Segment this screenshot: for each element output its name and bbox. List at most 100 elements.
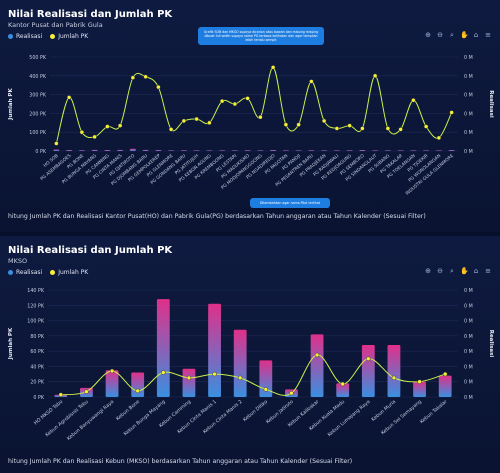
bar-realisasi[interactable] [346, 150, 353, 151]
point-jumlah-pk[interactable] [109, 368, 115, 374]
bar-realisasi[interactable] [182, 368, 196, 397]
legend-item-jumlah-pk[interactable]: Jumlah PK [50, 269, 88, 276]
bar-realisasi[interactable] [156, 299, 170, 397]
point-jumlah-pk[interactable] [283, 122, 289, 127]
point-jumlah-pk[interactable] [186, 375, 192, 381]
bar-realisasi[interactable] [257, 150, 264, 151]
point-jumlah-pk[interactable] [398, 127, 403, 132]
point-jumlah-pk[interactable] [391, 375, 397, 381]
point-jumlah-pk[interactable] [219, 98, 225, 104]
point-jumlah-pk[interactable] [296, 122, 301, 127]
bar-realisasi[interactable] [105, 370, 119, 397]
bar-realisasi[interactable] [53, 149, 60, 151]
bar-realisasi[interactable] [117, 149, 124, 151]
point-jumlah-pk[interactable] [135, 388, 140, 394]
point-jumlah-pk[interactable] [92, 134, 97, 140]
bar-realisasi[interactable] [310, 334, 324, 397]
bar-realisasi[interactable] [413, 381, 426, 397]
legend-item-realisasi[interactable]: Realisasi [8, 269, 42, 276]
point-jumlah-pk[interactable] [212, 371, 217, 377]
legend-item-realisasi[interactable]: Realisasi [8, 33, 42, 40]
bar-realisasi[interactable] [387, 345, 401, 397]
bar-realisasi[interactable] [270, 150, 277, 151]
point-jumlah-pk[interactable] [442, 371, 448, 377]
bar-realisasi[interactable] [397, 150, 404, 151]
pan-icon[interactable]: ✋ [460, 267, 469, 275]
bar-realisasi[interactable] [180, 150, 187, 151]
bar-realisasi[interactable] [410, 150, 417, 151]
bar-realisasi[interactable] [336, 383, 350, 397]
point-jumlah-pk[interactable] [347, 123, 352, 128]
point-jumlah-pk[interactable] [340, 381, 345, 387]
bar-realisasi[interactable] [206, 150, 213, 151]
point-jumlah-pk[interactable] [366, 356, 371, 361]
bar-realisasi[interactable] [78, 150, 85, 151]
bar-realisasi[interactable] [372, 150, 379, 151]
point-jumlah-pk[interactable] [54, 141, 59, 146]
bar-realisasi[interactable] [435, 150, 442, 151]
point-jumlah-pk[interactable] [161, 370, 166, 375]
point-jumlah-pk[interactable] [232, 101, 238, 107]
point-jumlah-pk[interactable] [58, 392, 64, 397]
point-jumlah-pk[interactable] [117, 123, 123, 128]
point-jumlah-pk[interactable] [309, 79, 314, 84]
bar-realisasi[interactable] [208, 303, 221, 397]
point-jumlah-pk[interactable] [105, 124, 110, 129]
point-jumlah-pk[interactable] [314, 352, 320, 358]
bar-realisasi[interactable] [359, 150, 366, 151]
point-jumlah-pk[interactable] [84, 389, 89, 394]
search-icon[interactable]: ⌕ [450, 267, 454, 275]
point-jumlah-pk[interactable] [417, 379, 422, 384]
zoom-in-icon[interactable]: ⊕ [425, 31, 431, 39]
point-jumlah-pk[interactable] [194, 116, 199, 122]
bar-realisasi[interactable] [423, 150, 430, 151]
point-jumlah-pk[interactable] [263, 387, 269, 392]
point-jumlah-pk[interactable] [385, 126, 391, 131]
bar-realisasi[interactable] [219, 150, 226, 151]
bar-realisasi[interactable] [66, 150, 73, 151]
menu-icon[interactable]: ≡ [485, 267, 491, 275]
menu-icon[interactable]: ≡ [485, 31, 491, 39]
point-jumlah-pk[interactable] [79, 129, 85, 135]
point-jumlah-pk[interactable] [130, 75, 136, 80]
bar-realisasi[interactable] [321, 150, 328, 151]
point-jumlah-pk[interactable] [168, 127, 174, 132]
bar-realisasi[interactable] [168, 150, 175, 151]
point-jumlah-pk[interactable] [181, 118, 187, 124]
bar-realisasi[interactable] [448, 150, 455, 151]
point-jumlah-pk[interactable] [66, 95, 72, 100]
point-jumlah-pk[interactable] [270, 65, 276, 70]
point-jumlah-pk[interactable] [449, 110, 454, 115]
point-jumlah-pk[interactable] [411, 98, 416, 103]
search-icon[interactable]: ⌕ [450, 31, 454, 39]
bar-realisasi[interactable] [361, 345, 375, 397]
point-jumlah-pk[interactable] [156, 84, 161, 90]
point-jumlah-pk[interactable] [237, 375, 243, 381]
point-jumlah-pk[interactable] [423, 124, 429, 129]
point-jumlah-pk[interactable] [143, 74, 148, 79]
bar-realisasi[interactable] [282, 150, 289, 151]
legend-item-jumlah-pk[interactable]: Jumlah PK [50, 33, 88, 40]
bar-realisasi[interactable] [91, 149, 98, 151]
point-jumlah-pk[interactable] [289, 390, 294, 396]
bar-realisasi[interactable] [438, 375, 452, 397]
point-jumlah-pk[interactable] [360, 126, 365, 131]
home-icon[interactable]: ⌂ [473, 31, 479, 39]
bar-realisasi[interactable] [244, 150, 251, 151]
zoom-out-icon[interactable]: ⊖ [437, 267, 443, 275]
zoom-out-icon[interactable]: ⊖ [437, 31, 443, 39]
home-icon[interactable]: ⌂ [473, 267, 479, 275]
bar-realisasi[interactable] [384, 150, 391, 151]
point-jumlah-pk[interactable] [258, 114, 263, 120]
bar-realisasi[interactable] [333, 150, 340, 151]
bar-realisasi[interactable] [193, 150, 200, 151]
point-jumlah-pk[interactable] [334, 126, 340, 131]
bar-realisasi[interactable] [233, 329, 247, 397]
bar-realisasi[interactable] [295, 150, 302, 151]
bar-realisasi[interactable] [308, 150, 315, 151]
bar-realisasi[interactable] [104, 150, 111, 151]
bar-realisasi[interactable] [131, 372, 145, 397]
point-jumlah-pk[interactable] [372, 73, 378, 78]
bar-realisasi[interactable] [155, 150, 162, 151]
zoom-in-icon[interactable]: ⊕ [425, 267, 431, 275]
